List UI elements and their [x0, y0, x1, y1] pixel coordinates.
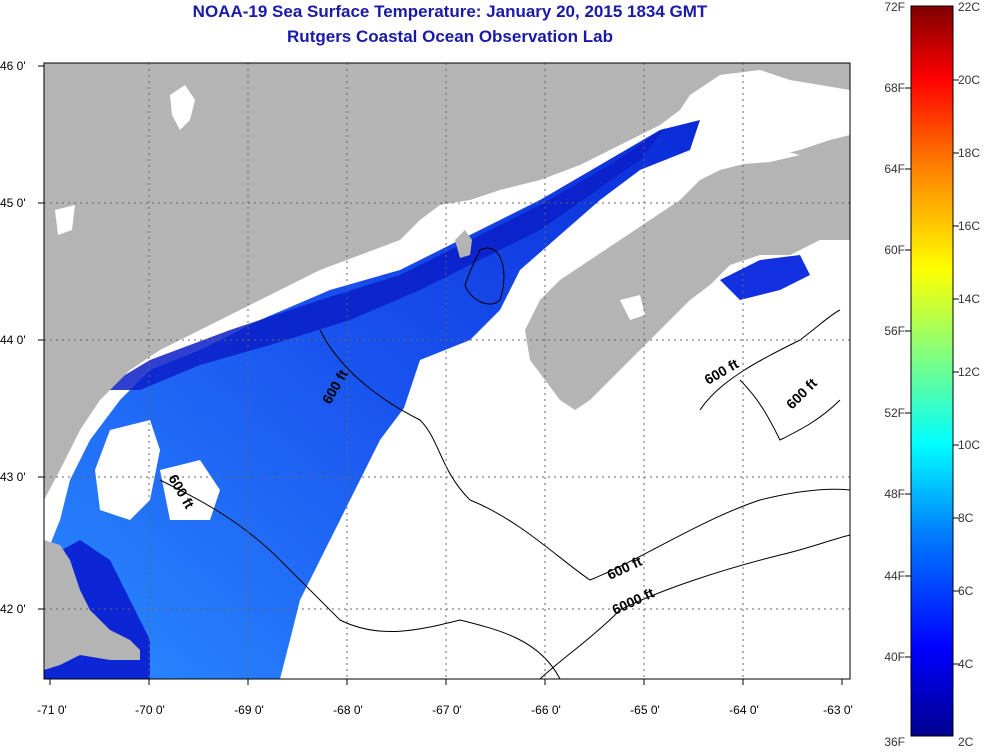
axis-ticks — [38, 65, 843, 685]
colorbar-celsius-labels: 22C 20C 18C 16C 14C 12C 10C 8C 6C 4C 2C — [958, 0, 980, 749]
lat-tick-label: 45 0' — [0, 196, 26, 210]
sst-nova-scotia-patch — [720, 255, 810, 300]
lon-tick-label: -70 0' — [135, 703, 165, 717]
lon-tick-label: -67 0' — [432, 703, 462, 717]
colorbar-c-label: 14C — [958, 292, 980, 306]
colorbar-f-label: 36F — [884, 735, 905, 749]
colorbar-f-label: 56F — [884, 324, 905, 338]
longitude-labels: -71 0' -70 0' -69 0' -68 0' -67 0' -66 0… — [37, 703, 853, 717]
land-mainland — [44, 63, 850, 500]
colorbar-ticks — [905, 79, 959, 665]
cloud-patch — [620, 295, 645, 320]
land-cape-cod — [44, 540, 140, 670]
colorbar-f-label: 68F — [884, 81, 905, 95]
colorbar-f-label: 48F — [884, 487, 905, 501]
colorbar-c-label: 2C — [958, 735, 974, 749]
land-nova-scotia — [525, 135, 850, 410]
lat-tick-label: 46 0' — [0, 59, 26, 73]
colorbar-c-label: 4C — [958, 657, 974, 671]
colorbar-c-label: 8C — [958, 511, 974, 525]
map-area — [44, 63, 850, 679]
contour-600ft — [699, 309, 841, 441]
land-island — [455, 230, 472, 258]
lon-tick-label: -71 0' — [37, 703, 67, 717]
colorbar-c-label: 6C — [958, 584, 974, 598]
colorbar-fahrenheit-labels: 72F 68F 64F 60F 56F 52F 48F 44F 40F 36F — [884, 0, 905, 749]
colorbar-f-label: 60F — [884, 243, 905, 257]
graticule — [44, 63, 850, 679]
latitude-labels: 46 0' 45 0' 44 0' 43 0' 42 0' — [0, 59, 26, 616]
cloud-patch — [170, 85, 195, 130]
colorbar-f-label: 44F — [884, 569, 905, 583]
colorbar-c-label: 10C — [958, 438, 980, 452]
cloud-patch — [400, 330, 520, 420]
lon-tick-label: -64 0' — [729, 703, 759, 717]
lat-tick-label: 42 0' — [0, 602, 26, 616]
colorbar — [910, 5, 954, 737]
colorbar-f-label: 72F — [884, 0, 905, 14]
contour-600ft — [464, 247, 505, 305]
colorbar-c-label: 20C — [958, 73, 980, 87]
map-frame — [43, 62, 851, 680]
colorbar-c-label: 22C — [958, 0, 980, 14]
lon-tick-label: -68 0' — [333, 703, 363, 717]
colorbar-c-label: 16C — [958, 219, 980, 233]
lon-tick-label: -69 0' — [234, 703, 264, 717]
colorbar-f-label: 40F — [884, 650, 905, 664]
sst-cold-coastal — [100, 128, 665, 390]
contour-6000ft — [539, 534, 850, 679]
map-subtitle: Rutgers Coastal Ocean Observation Lab — [287, 27, 613, 46]
cloud-patch — [160, 460, 220, 520]
contour-600ft — [319, 329, 850, 581]
colorbar-c-label: 18C — [958, 146, 980, 160]
lon-tick-label: -63 0' — [823, 703, 853, 717]
cloud-patch — [55, 205, 75, 235]
colorbar-f-label: 52F — [884, 406, 905, 420]
sst-water — [44, 120, 700, 679]
cloud-patch — [95, 420, 160, 520]
lat-tick-label: 44 0' — [0, 333, 26, 347]
map-title: NOAA-19 Sea Surface Temperature: January… — [192, 2, 708, 21]
lon-tick-label: -66 0' — [531, 703, 561, 717]
colorbar-f-label: 64F — [884, 162, 905, 176]
colorbar-c-label: 12C — [958, 365, 980, 379]
cloud-patch — [690, 148, 800, 170]
contour-600ft — [159, 479, 561, 679]
lat-tick-label: 43 0' — [0, 470, 26, 484]
lon-tick-label: -65 0' — [630, 703, 660, 717]
